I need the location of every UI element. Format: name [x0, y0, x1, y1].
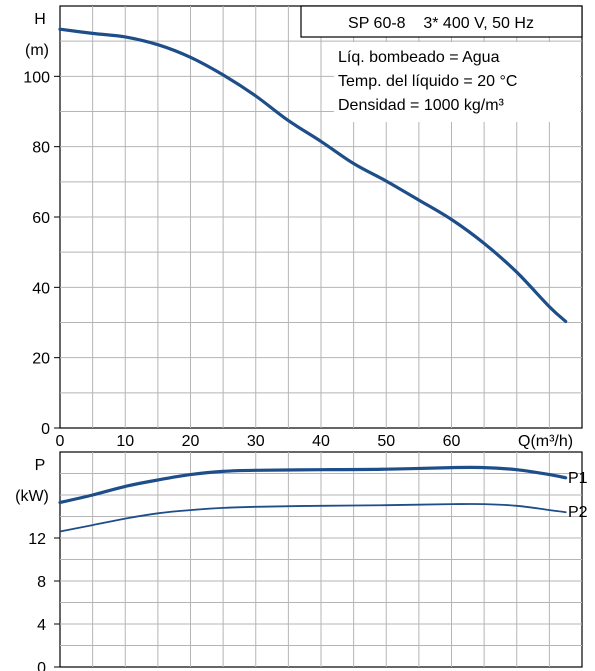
flow-x-tick-label: 10	[116, 433, 134, 450]
head-axis-unit: (m)	[25, 42, 49, 59]
head-series	[58, 27, 568, 323]
annotation-density: Densidad = 1000 kg/m³	[338, 97, 505, 114]
series-label-p1: P1	[568, 470, 588, 487]
power-curve-panel: 0 4 8 12 P (kW) P1 P2	[15, 451, 588, 671]
series-label-p2: P2	[568, 504, 588, 521]
head-y-tick-labels: 0 20 40 60 80 100	[23, 69, 60, 438]
head-curve-panel: 0 20 40 60 80 100 0 10 20 30 40 50 60 H (m) Q(m³/h)…	[23, 5, 583, 450]
head-curve-line	[58, 27, 568, 323]
power-y-tick-label: 4	[37, 617, 46, 634]
power-y-tick-labels: 0 4 8 12	[28, 531, 60, 671]
power-y-tick-label: 12	[28, 531, 46, 548]
head-y-tick-label: 40	[32, 280, 50, 297]
power-series-labels: P1 P2	[568, 470, 588, 521]
power-curve-p1	[58, 465, 568, 505]
legend-box-bg	[334, 42, 580, 122]
flow-x-tick-label: 30	[247, 433, 265, 450]
power-y-tick-label: 0	[37, 660, 46, 671]
head-axis-label: H	[34, 11, 46, 28]
head-y-tick-label: 20	[32, 351, 50, 368]
head-y-tick-label: 100	[23, 69, 50, 86]
flow-x-tick-label: 40	[312, 433, 330, 450]
head-x-tick-labels: 0 10 20 30 40 50 60	[56, 433, 461, 450]
chart-title: SP 60-8 3* 400 V, 50 Hz	[348, 15, 534, 32]
head-y-tick-label: 0	[41, 421, 50, 438]
power-grid	[60, 452, 582, 667]
power-series	[58, 465, 568, 533]
flow-x-tick-label: 50	[377, 433, 395, 450]
annotation-liquid: Líq. bombeado = Agua	[338, 49, 500, 66]
annotation-temperature: Temp. del líquido = 20 °C	[338, 73, 517, 90]
power-curve-p2	[59, 503, 567, 533]
flow-axis-label: Q(m³/h)	[518, 433, 573, 450]
power-y-tick-label: 8	[37, 574, 46, 591]
power-axis-unit: (kW)	[15, 488, 49, 505]
head-y-tick-label: 80	[32, 140, 50, 157]
flow-x-tick-label: 60	[443, 433, 461, 450]
flow-x-tick-label: 0	[56, 433, 65, 450]
power-axis-label: P	[35, 457, 46, 474]
flow-x-tick-label: 20	[182, 433, 200, 450]
title-box	[300, 5, 583, 38]
head-y-tick-label: 60	[32, 210, 50, 227]
